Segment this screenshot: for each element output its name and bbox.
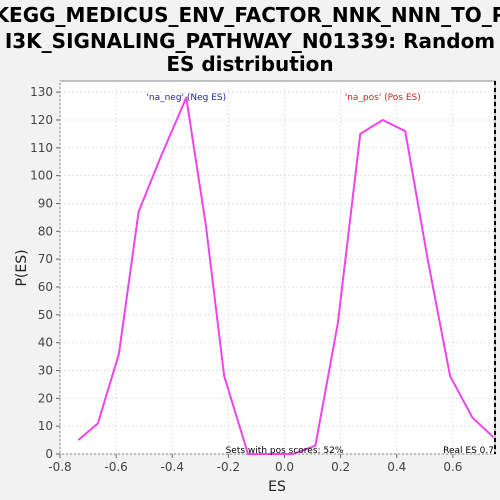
real-es-label: Real ES 0.7 (443, 446, 494, 456)
y-tick-label: 0 (45, 447, 53, 461)
neg-es-label: 'na_neg' (Neg ES) (146, 93, 226, 103)
y-tick-label: 90 (38, 196, 53, 210)
y-tick-label: 100 (30, 169, 53, 183)
y-tick-label: 20 (38, 391, 53, 405)
x-tick-label: -0.4 (161, 460, 184, 474)
y-tick-label: 50 (38, 308, 53, 322)
y-tick-label: 120 (30, 113, 53, 127)
x-tick-label: -0.6 (104, 460, 127, 474)
series (77, 96, 495, 455)
chart-title: KEGG_MEDICUS_ENV_FACTOR_NNK_NNN_TO_P I3K… (0, 3, 500, 76)
y-tick-label: 130 (30, 85, 53, 99)
x-tick-label: 0.2 (331, 460, 350, 474)
x-tick-label: 0.4 (387, 460, 406, 474)
axis-ticks: -0.8 -0.6 -0.4 -0.2 0.0 0.2 0.4 0.6 0 10 20 30 40 50 6… (30, 85, 462, 474)
x-tick-label: 0.6 (443, 460, 462, 474)
y-axis-label: P(ES) (14, 249, 30, 286)
title-line-1: KEGG_MEDICUS_ENV_FACTOR_NNK_NNN_TO_P (0, 3, 500, 27)
y-tick-label: 80 (38, 224, 53, 238)
annotations: 'na_neg' (Neg ES) 'na_pos' (Pos ES) Sets w… (146, 81, 496, 456)
title-line-2: I3K_SIGNALING_PATHWAY_N01339: Random (5, 29, 495, 53)
title-line-3: ES distribution (166, 52, 333, 76)
y-tick-label: 60 (38, 280, 53, 294)
y-tick-label: 40 (38, 336, 53, 350)
x-axis-label: ES (268, 479, 286, 495)
plot-area (59, 80, 496, 455)
x-tick-label: -0.8 (48, 460, 71, 474)
grid (59, 81, 495, 455)
y-tick-label: 10 (38, 419, 53, 433)
x-tick-label: -0.2 (217, 460, 240, 474)
y-tick-label: 30 (38, 363, 53, 377)
x-tick-label: 0.0 (275, 460, 294, 474)
y-tick-label: 70 (38, 252, 53, 266)
y-tick-label: 110 (30, 141, 53, 155)
pos-scores-note: Sets with pos scores: 52% (226, 446, 344, 456)
pos-es-label: 'na_pos' (Pos ES) (345, 93, 421, 103)
es-distribution-line (77, 96, 495, 455)
